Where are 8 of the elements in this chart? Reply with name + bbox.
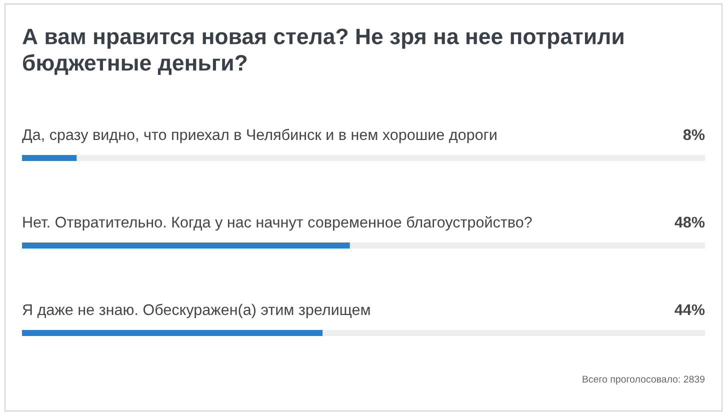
chart-title: А вам нравится новая стела? Не зря на нее потратили бюджетные деньги? [22, 28, 624, 75]
data-label: 44% [674, 304, 705, 316]
text: Всего проголосовало: 2839 [582, 376, 705, 385]
y-tick-label: Я даже не знаю. Обескуражен(а) этим зрелищем [22, 304, 370, 318]
data-label: 8% [683, 129, 705, 140]
y-tick-label: Да, сразу видно, что приехал в Челябинск и в нем хорошие дороги [22, 128, 496, 144]
data-label: 48% [674, 216, 705, 228]
y-tick-label: Нет. Отвратительно. Когда у нас начнут современное благоустройство? [23, 216, 532, 231]
